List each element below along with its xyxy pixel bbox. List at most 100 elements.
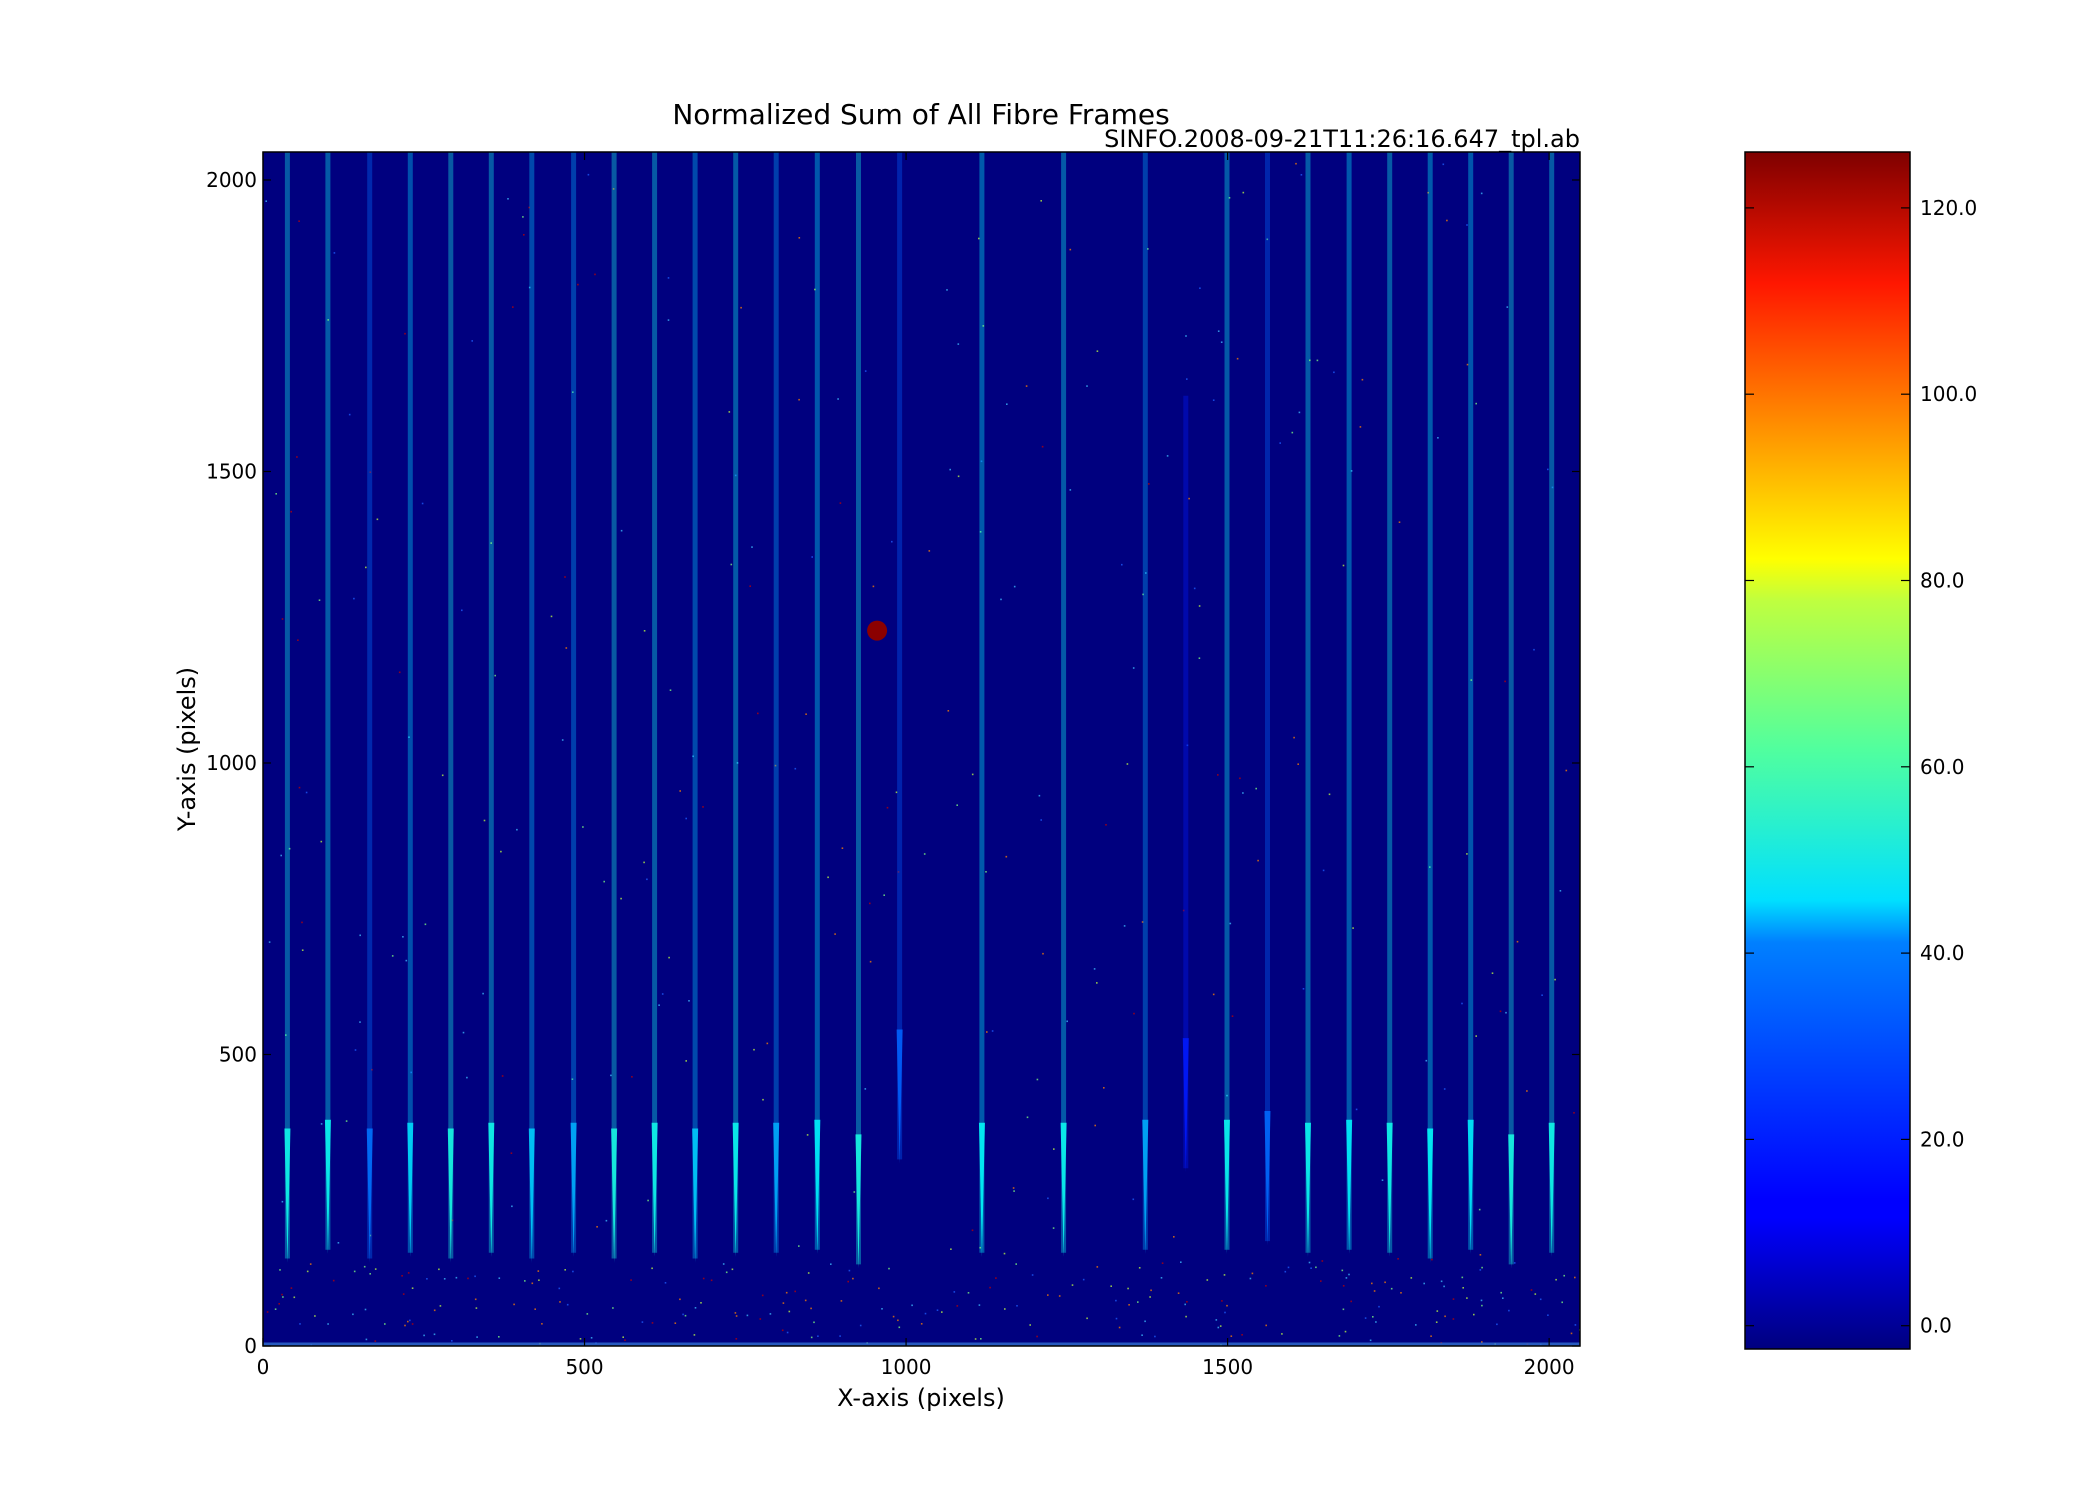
noise-speckle (878, 1287, 880, 1290)
noise-speckle (895, 791, 898, 794)
noise-speckle (788, 1310, 791, 1313)
noise-speckle (1526, 1090, 1528, 1092)
noise-speckle (1516, 940, 1519, 943)
colorbar-tick-label: 20.0 (1920, 1127, 1965, 1151)
noise-speckle (740, 306, 742, 309)
noise-speckle (622, 1336, 624, 1338)
noise-speckle (1241, 1334, 1243, 1336)
noise-speckle (461, 609, 463, 612)
noise-speckle (1443, 1088, 1446, 1090)
noise-speckle (1500, 1291, 1502, 1294)
noise-speckle (725, 1271, 728, 1274)
noise-speckle (1410, 1277, 1413, 1279)
noise-speckle (1198, 605, 1201, 607)
noise-speckle (749, 585, 751, 587)
noise-speckle (582, 826, 584, 828)
noise-speckle (407, 1272, 410, 1274)
noise-speckle (667, 277, 670, 279)
noise-speckle (290, 1287, 293, 1289)
annotations (867, 620, 888, 641)
noise-speckle (702, 1277, 705, 1280)
noise-speckle (314, 1315, 316, 1317)
fibre-trace (407, 152, 414, 1257)
noise-speckle (1147, 248, 1149, 250)
noise-speckle (1186, 744, 1189, 747)
noise-speckle (296, 456, 298, 458)
noise-speckle (404, 1324, 406, 1327)
noise-speckle (564, 576, 566, 578)
noise-speckle (1025, 385, 1028, 387)
noise-speckle (1481, 1341, 1483, 1343)
noise-speckle (455, 1276, 458, 1279)
noise-speckle (1570, 1332, 1573, 1335)
noise-speckle (810, 1336, 813, 1339)
noise-speckle (1342, 564, 1345, 567)
noise-speckle (391, 955, 394, 957)
noise-speckle (586, 1313, 589, 1315)
noise-speckle (888, 1267, 890, 1270)
noise-speckle (1440, 1280, 1443, 1283)
noise-speckle (806, 1134, 809, 1136)
noise-speckle (1295, 162, 1297, 165)
noise-speckle (620, 529, 623, 532)
noise-speckle (1149, 1296, 1151, 1298)
noise-speckle (297, 639, 299, 641)
noise-speckle (1105, 824, 1107, 826)
noise-speckle (1186, 378, 1188, 380)
fibre-trace (1548, 152, 1555, 1257)
noise-speckle (1462, 1287, 1464, 1289)
noise-speckle (1316, 359, 1319, 362)
noise-speckle (369, 1273, 371, 1275)
noise-speckle (1452, 1298, 1455, 1300)
noise-speckle (643, 861, 645, 864)
noise-speckle (1547, 468, 1549, 471)
noise-speckle (1006, 403, 1008, 405)
noise-speckle (1257, 859, 1259, 862)
noise-speckle (839, 1335, 841, 1337)
noise-speckle (1004, 1308, 1006, 1310)
noise-speckle (1127, 1287, 1129, 1290)
noise-speckle (651, 1322, 654, 1324)
noise-speckle (1559, 890, 1562, 892)
noise-speckle (1378, 1305, 1380, 1308)
noise-speckle (523, 234, 525, 236)
noise-speckle (471, 340, 473, 342)
noise-speckle (1217, 774, 1219, 776)
noise-speckle (1293, 736, 1295, 739)
noise-speckle (684, 1314, 687, 1317)
noise-speckle (746, 1314, 749, 1317)
fibre-trace (773, 152, 780, 1257)
noise-speckle (658, 1004, 660, 1006)
noise-speckle (971, 773, 974, 776)
noise-speckle (1185, 335, 1187, 337)
noise-speckles (263, 162, 1580, 1346)
noise-speckle (482, 992, 484, 995)
noise-speckle (667, 319, 670, 321)
noise-speckle (280, 854, 282, 857)
noise-speckle (643, 630, 646, 632)
noise-speckle (1322, 869, 1325, 872)
noise-speckle (1328, 793, 1331, 796)
noise-speckle (528, 286, 531, 289)
noise-speckle (1220, 341, 1223, 343)
noise-speckle (522, 216, 524, 218)
fibre-trace (1467, 152, 1474, 1254)
noise-speckle (1355, 1108, 1358, 1111)
noise-speckle (751, 546, 753, 548)
x-tick-label: 0 (257, 1355, 270, 1379)
noise-speckle (1141, 1334, 1143, 1336)
noise-speckle (1154, 1335, 1156, 1338)
annotation-dot (867, 620, 888, 641)
fibre-trace (1223, 152, 1230, 1254)
noise-speckle (293, 1296, 296, 1299)
noise-speckle (537, 1270, 540, 1272)
noise-speckle (651, 1267, 653, 1270)
noise-speckle (433, 1333, 436, 1336)
noise-speckle (978, 1304, 981, 1306)
colorbar-tick-label: 0.0 (1920, 1314, 1952, 1338)
noise-speckle (668, 956, 670, 959)
fibre-trace (651, 152, 658, 1257)
noise-speckle (507, 198, 509, 200)
noise-speckle (971, 1229, 974, 1232)
